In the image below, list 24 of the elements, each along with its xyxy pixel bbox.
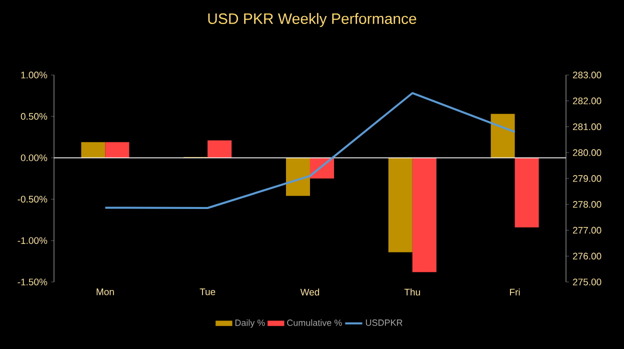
y2-tick-label: 283.00 (573, 72, 602, 78)
legend-label: Daily % (235, 319, 265, 328)
x-tick-label: Thu (404, 288, 420, 296)
legend-label: Cumulative % (287, 319, 342, 326)
x-tick-label: Fri (510, 288, 520, 296)
y2-tick-label: 282.00 (573, 98, 602, 104)
x-tick-label: Mon (96, 288, 114, 296)
y2-tick-label: 279.00 (573, 175, 602, 182)
y2-tick-label: 277.00 (573, 226, 602, 234)
y-tick-label: 0.00% (20, 154, 48, 162)
y2-tick-label: 280.00 (573, 149, 602, 156)
y2-tick-label: 281.00 (573, 123, 602, 130)
y2-tick-label: 276.00 (573, 252, 602, 260)
y-tick-label: -1.50% (18, 278, 48, 286)
y-tick-label: -0.50% (18, 196, 48, 203)
y-tick-label: 0.50% (20, 113, 48, 120)
chart-title: USD PKR Weekly Performance (208, 13, 416, 27)
legend-label: USDPKR (366, 319, 402, 326)
y2-tick-label: 278.00 (573, 201, 602, 208)
y2-tick-label: 275.00 (573, 278, 602, 286)
y-tick-label: 1.00% (21, 72, 48, 78)
y-tick-label: -1.00% (18, 237, 48, 244)
x-tick-label: Wed (300, 288, 320, 296)
x-tick-label: Tue (200, 288, 216, 296)
